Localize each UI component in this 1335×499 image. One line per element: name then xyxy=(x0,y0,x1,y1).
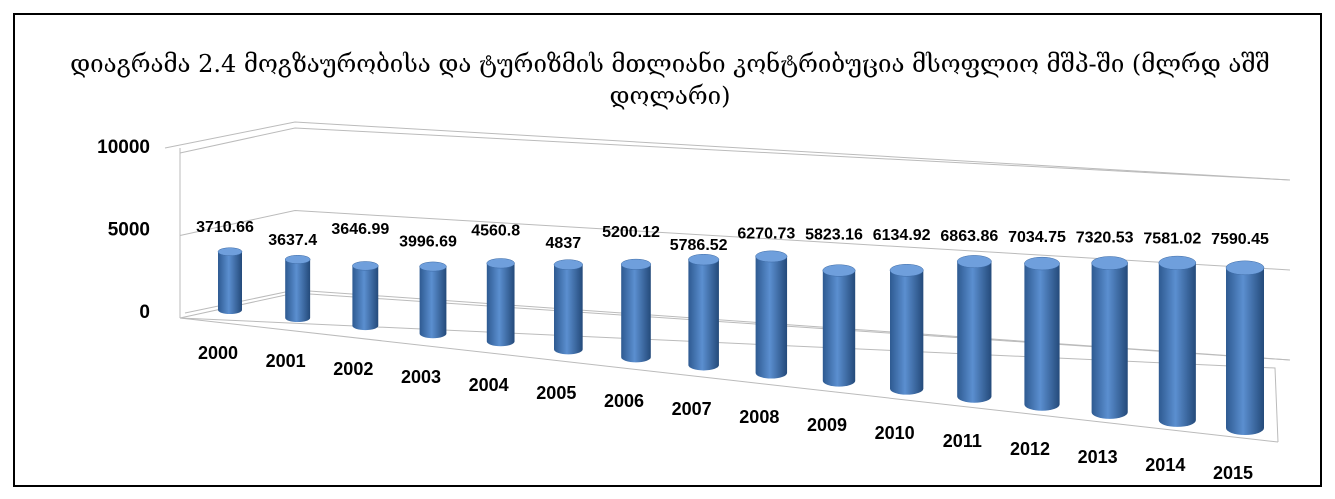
value-label: 5823.16 xyxy=(805,226,863,243)
value-label: 6863.86 xyxy=(940,228,998,245)
bar-top xyxy=(486,258,515,269)
bar-top xyxy=(553,259,583,270)
y-tick-label: 5000 xyxy=(108,220,150,241)
value-label: 7034.75 xyxy=(1008,229,1066,246)
floor-front xyxy=(179,317,1279,443)
value-label: 5786.52 xyxy=(670,237,728,254)
bar-top xyxy=(1091,256,1128,270)
x-tick-label: 2013 xyxy=(1078,447,1118,467)
x-tick-label: 2000 xyxy=(198,343,238,363)
bar xyxy=(1226,267,1264,435)
bar-top xyxy=(889,264,924,277)
bar xyxy=(352,265,379,331)
value-label: 7320.53 xyxy=(1076,230,1134,247)
bar-top xyxy=(822,264,856,277)
bar xyxy=(285,259,311,323)
value-label: 3646.99 xyxy=(331,221,389,238)
bar xyxy=(890,270,924,395)
back-wall xyxy=(164,121,1291,181)
bar xyxy=(957,261,992,403)
value-label: 4837 xyxy=(546,235,582,252)
bar-top xyxy=(956,255,992,269)
x-tick-label: 2004 xyxy=(469,375,509,395)
x-tick-label: 2005 xyxy=(536,383,576,403)
value-label: 3996.69 xyxy=(399,234,457,251)
bar-top xyxy=(419,261,447,272)
bar-top xyxy=(620,258,652,270)
bar-top xyxy=(217,247,243,256)
y-tick-label: 10000 xyxy=(97,137,150,158)
value-label: 3637.4 xyxy=(268,232,317,249)
x-tick-label: 2012 xyxy=(1010,439,1050,459)
bar-top xyxy=(284,255,311,264)
y-tick-label: 0 xyxy=(139,302,150,323)
value-label: 7581.02 xyxy=(1143,230,1201,247)
value-label: 4560.8 xyxy=(471,222,520,239)
x-tick-label: 2007 xyxy=(672,399,712,419)
value-label: 5200.12 xyxy=(602,224,660,241)
bar-top xyxy=(755,250,788,263)
chart-frame xyxy=(13,13,1322,487)
bar xyxy=(688,259,719,371)
bar xyxy=(822,270,856,387)
bar-top xyxy=(352,261,379,271)
grid-line xyxy=(179,209,1291,271)
bar xyxy=(218,251,242,314)
value-label: 7590.45 xyxy=(1211,231,1269,248)
bar xyxy=(486,263,515,347)
grid-line xyxy=(179,127,1291,181)
bar-top xyxy=(688,253,720,266)
bar xyxy=(554,264,583,355)
bar-top xyxy=(1225,260,1265,276)
value-label: 6134.92 xyxy=(873,227,931,244)
x-tick-label: 2003 xyxy=(401,367,441,387)
bar-top xyxy=(1158,255,1197,270)
x-tick-label: 2010 xyxy=(875,423,915,443)
bar xyxy=(419,266,447,339)
bar xyxy=(1091,263,1128,419)
bar xyxy=(621,264,651,363)
value-label: 3710.66 xyxy=(196,219,254,236)
chart-title: დიაგრამა 2.4 მოგზაურობისა და ტურიზმის მთ… xyxy=(70,50,1270,110)
x-tick-label: 2015 xyxy=(1213,463,1253,483)
bar xyxy=(1024,263,1060,411)
x-tick-label: 2001 xyxy=(266,351,306,371)
floor-edge xyxy=(179,317,1279,443)
bar xyxy=(1158,262,1196,427)
value-label: 6270.73 xyxy=(737,226,795,243)
x-tick-label: 2002 xyxy=(333,359,373,379)
bar-top xyxy=(1024,256,1060,271)
x-tick-label: 2006 xyxy=(604,391,644,411)
x-tick-label: 2009 xyxy=(807,415,847,435)
x-tick-label: 2014 xyxy=(1145,455,1185,475)
x-tick-label: 2008 xyxy=(739,407,779,427)
x-tick-label: 2011 xyxy=(943,431,982,451)
bar xyxy=(755,256,788,379)
